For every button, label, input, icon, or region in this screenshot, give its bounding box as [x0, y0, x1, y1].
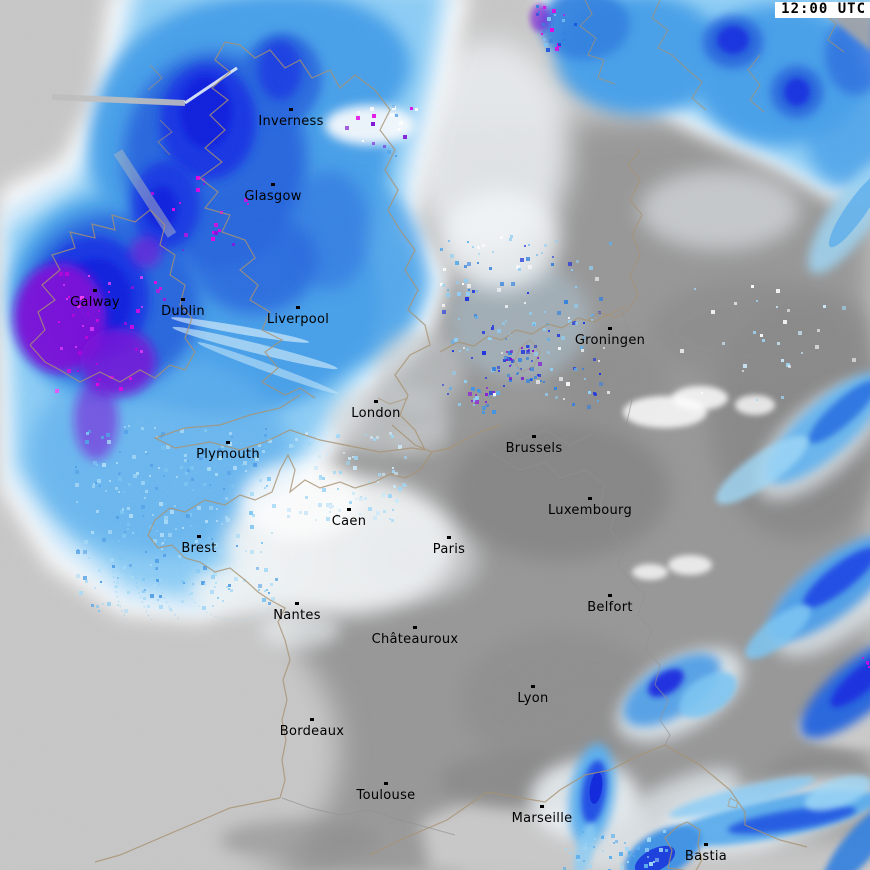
city-label: Brest	[181, 541, 217, 556]
city-dot	[540, 805, 544, 808]
city-dot	[295, 602, 299, 605]
city-label: Paris	[432, 542, 466, 557]
city-label: Glasgow	[244, 189, 302, 204]
city-label: Groningen	[574, 333, 646, 348]
city-label: Liverpool	[266, 312, 330, 327]
city-dot	[447, 536, 451, 539]
city-label: Inverness	[258, 114, 324, 129]
city-dot	[531, 685, 535, 688]
city-dot	[271, 183, 275, 186]
city-label: Bastia	[684, 849, 728, 864]
city-dot	[226, 441, 230, 444]
city-label: Bordeaux	[279, 724, 345, 739]
city-dot	[289, 108, 293, 111]
city-dot	[413, 626, 417, 629]
city-dot	[532, 435, 536, 438]
city-label: Marseille	[511, 811, 573, 826]
city-dot	[181, 298, 185, 301]
city-label: Caen	[331, 514, 367, 529]
city-dot	[588, 497, 592, 500]
city-label: Luxembourg	[547, 503, 633, 518]
city-label: Plymouth	[196, 447, 260, 462]
city-dot	[704, 843, 708, 846]
city-label: Brussels	[505, 441, 563, 456]
city-label: Belfort	[587, 600, 633, 615]
city-dot	[197, 535, 201, 538]
city-label: Nantes	[273, 608, 321, 623]
city-label: London	[351, 406, 401, 421]
city-dot	[384, 782, 388, 785]
city-dot	[93, 289, 97, 292]
city-dot	[347, 508, 351, 511]
city-dot	[608, 594, 612, 597]
city-dot	[310, 718, 314, 721]
city-label: Châteauroux	[371, 632, 459, 647]
city-dot	[608, 327, 612, 330]
city-dot	[374, 400, 378, 403]
city-label: Toulouse	[356, 788, 416, 803]
city-label: Galway	[70, 295, 120, 310]
city-dot	[296, 306, 300, 309]
timestamp-badge: 12:00 UTC	[775, 2, 870, 18]
city-label: Dublin	[161, 304, 205, 319]
city-label: Lyon	[517, 691, 549, 706]
